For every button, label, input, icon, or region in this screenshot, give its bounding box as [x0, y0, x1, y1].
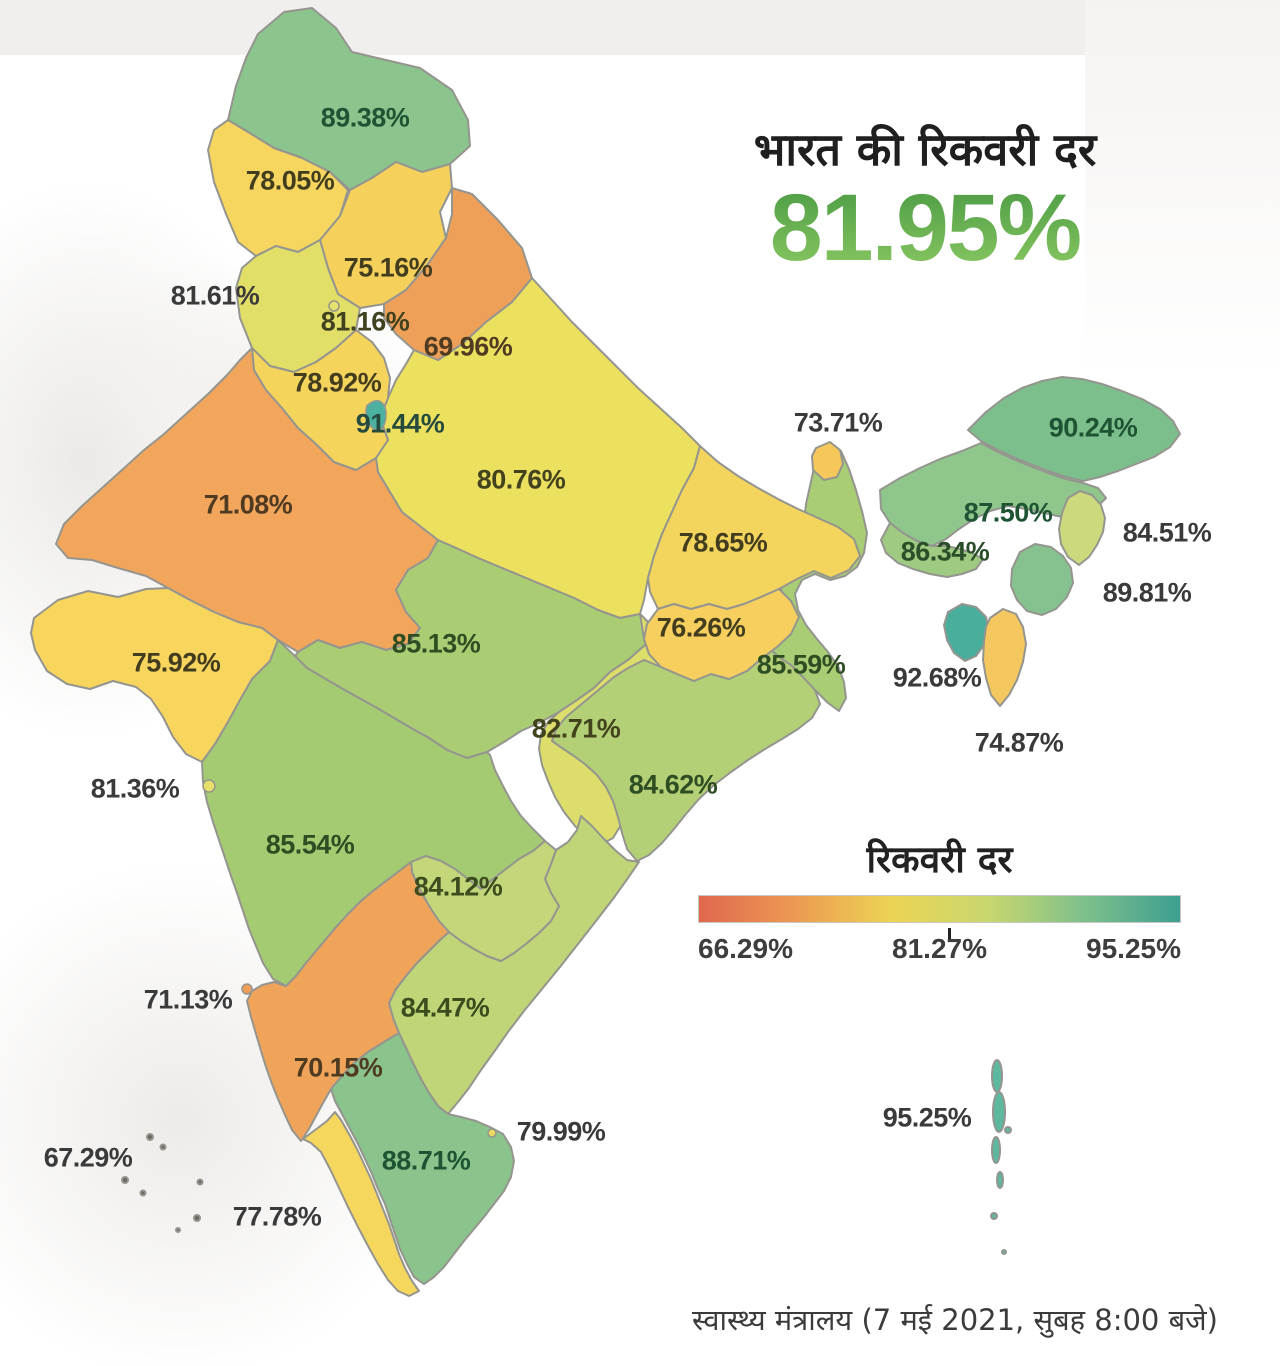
legend: रिकवरी दर 66.29% 81.27% 95.25% [698, 832, 1181, 965]
page-title: भारत की रिकवरी दर [753, 123, 1097, 176]
state-sikkim [811, 441, 844, 481]
state-uttar-pradesh [375, 277, 701, 619]
state-chandigarh [328, 300, 340, 312]
state-tamil-nadu [330, 1032, 515, 1285]
state-tripura [943, 603, 990, 662]
state-dadra-nagar-haveli-daman-diu [202, 779, 216, 793]
state-delhi [365, 400, 387, 432]
national-rate-value: 81.95% [690, 181, 1160, 276]
legend-min-value: 66.29% [698, 933, 793, 964]
state-lakshadweep [121, 1133, 204, 1233]
state-arunachal-pradesh [967, 376, 1181, 482]
state-jharkhand [643, 588, 800, 682]
source-attribution: स्वास्थ्य मंत्रालय (7 मई 2021, सुबह 8:00… [692, 1303, 1218, 1337]
state-andaman-nicobar [990, 1059, 1012, 1255]
state-uttarakhand [383, 187, 533, 361]
title-block: भारत की रिकवरी दर 81.95% [690, 118, 1160, 276]
legend-mid-value: 81.27% [892, 933, 987, 964]
state-kerala [302, 1111, 420, 1297]
legend-max-value: 95.25% [1086, 933, 1181, 964]
legend-scale: 66.29% 81.27% 95.25% [698, 933, 1181, 965]
legend-title: रिकवरी दर [866, 838, 1013, 881]
state-goa [241, 983, 253, 995]
state-puducherry [487, 1128, 497, 1138]
legend-gradient-bar [698, 895, 1181, 923]
state-mizoram [982, 608, 1027, 707]
state-meghalaya [880, 522, 984, 578]
legend-midpoint-tick [948, 928, 951, 941]
state-nagaland [1058, 490, 1106, 566]
state-karnataka [246, 861, 450, 1142]
state-manipur [1010, 543, 1074, 616]
